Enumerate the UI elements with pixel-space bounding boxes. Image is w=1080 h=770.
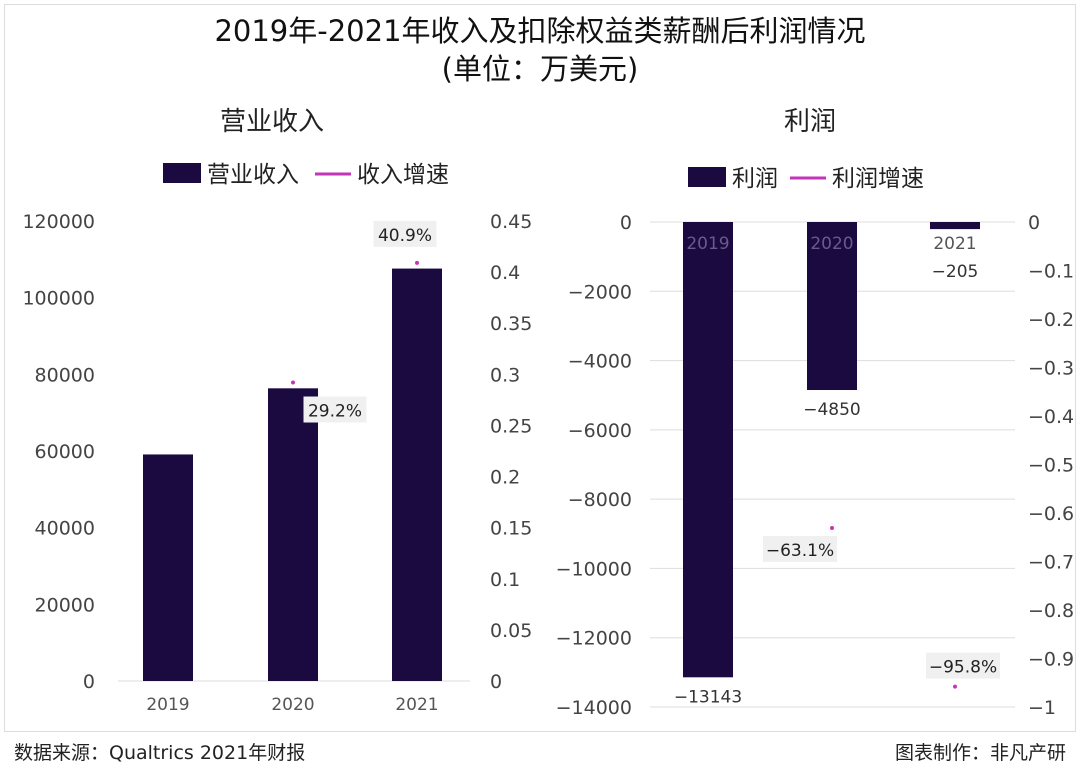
bar bbox=[683, 222, 733, 678]
bar-value-label: −13143 bbox=[674, 687, 742, 707]
bar bbox=[807, 222, 857, 391]
legend-bar-label: 营业收入 bbox=[207, 162, 299, 188]
left-tick-label: 40000 bbox=[35, 518, 95, 540]
category-label: 2020 bbox=[271, 695, 314, 715]
bar bbox=[930, 222, 980, 230]
right-tick-label: 0.3 bbox=[490, 364, 520, 386]
line-label-box bbox=[763, 536, 837, 563]
legend-bar-swatch bbox=[163, 163, 201, 183]
legend-bar-label: 利润 bbox=[732, 166, 778, 192]
chart-title: 2019年-2021年收入及扣除权益类薪酬后利润情况 bbox=[214, 14, 866, 48]
category-label: 2021 bbox=[933, 234, 976, 254]
panel-title: 利润 bbox=[784, 107, 836, 137]
left-tick-label: 120000 bbox=[22, 211, 95, 233]
category-label: 2021 bbox=[395, 695, 438, 715]
right-tick-label: −0.8 bbox=[1028, 600, 1074, 622]
right-tick-label: 0.2 bbox=[490, 467, 520, 489]
right-tick-label: 0.35 bbox=[490, 313, 532, 335]
line-value-label: 40.9% bbox=[378, 226, 432, 246]
right-tick-label: 0 bbox=[1028, 212, 1040, 234]
credit-note: 图表制作：非凡产研 bbox=[894, 742, 1066, 764]
left-tick-label: 100000 bbox=[22, 288, 95, 310]
left-tick-label: −14000 bbox=[556, 697, 632, 719]
legend-bar-swatch bbox=[688, 167, 726, 187]
line-label-box bbox=[303, 396, 367, 423]
right-tick-label: −0.4 bbox=[1028, 406, 1074, 428]
bar bbox=[268, 388, 318, 681]
bar bbox=[143, 454, 193, 681]
bar bbox=[392, 268, 442, 681]
source-note: 数据来源：Qualtrics 2021年财报 bbox=[14, 742, 306, 764]
line-label-box bbox=[926, 652, 1000, 679]
line-point bbox=[830, 526, 834, 531]
left-tick-label: −8000 bbox=[568, 489, 632, 511]
line-value-label: −95.8% bbox=[929, 658, 997, 678]
right-tick-label: −0.5 bbox=[1028, 455, 1074, 477]
right-tick-label: 0.4 bbox=[490, 262, 520, 284]
right-tick-label: −0.1 bbox=[1028, 261, 1074, 283]
line-point bbox=[953, 684, 957, 689]
right-tick-label: −0.9 bbox=[1028, 649, 1074, 671]
right-tick-label: −0.7 bbox=[1028, 552, 1074, 574]
left-tick-label: −12000 bbox=[556, 628, 632, 650]
line-point bbox=[415, 260, 419, 265]
chart-subtitle: (单位：万美元) bbox=[441, 52, 639, 86]
left-tick-label: 0 bbox=[620, 212, 632, 234]
right-tick-label: 0.15 bbox=[490, 518, 532, 540]
category-label: 2019 bbox=[146, 695, 189, 715]
right-tick-label: −0.2 bbox=[1028, 309, 1074, 331]
left-tick-label: −2000 bbox=[568, 281, 632, 303]
right-tick-label: −1 bbox=[1028, 697, 1056, 719]
left-tick-label: 80000 bbox=[35, 364, 95, 386]
line-value-label: 29.2% bbox=[308, 402, 362, 422]
legend-line-label: 收入增速 bbox=[357, 162, 449, 188]
left-tick-label: −4000 bbox=[568, 351, 632, 373]
left-tick-label: 0 bbox=[83, 671, 95, 693]
bar-value-label: −4850 bbox=[803, 400, 861, 420]
left-tick-label: −10000 bbox=[556, 558, 632, 580]
right-tick-label: 0.1 bbox=[490, 569, 520, 591]
category-label: 2019 bbox=[686, 234, 729, 254]
left-tick-label: 20000 bbox=[35, 594, 95, 616]
left-tick-label: −6000 bbox=[568, 420, 632, 442]
line-label-box bbox=[373, 220, 437, 247]
left-tick-label: 60000 bbox=[35, 441, 95, 463]
bar-value-label: −205 bbox=[932, 262, 979, 282]
line-value-label: −63.1% bbox=[766, 541, 834, 561]
right-tick-label: 0.25 bbox=[490, 415, 532, 437]
right-tick-label: 0.05 bbox=[490, 620, 532, 642]
legend-line-label: 利润增速 bbox=[832, 166, 924, 192]
category-label: 2020 bbox=[810, 234, 853, 254]
right-tick-label: −0.6 bbox=[1028, 503, 1074, 525]
line-point bbox=[291, 380, 295, 385]
right-tick-label: −0.3 bbox=[1028, 358, 1074, 380]
right-tick-label: 0 bbox=[490, 671, 502, 693]
panel-title: 营业收入 bbox=[220, 107, 324, 137]
right-tick-label: 0.45 bbox=[490, 211, 532, 233]
